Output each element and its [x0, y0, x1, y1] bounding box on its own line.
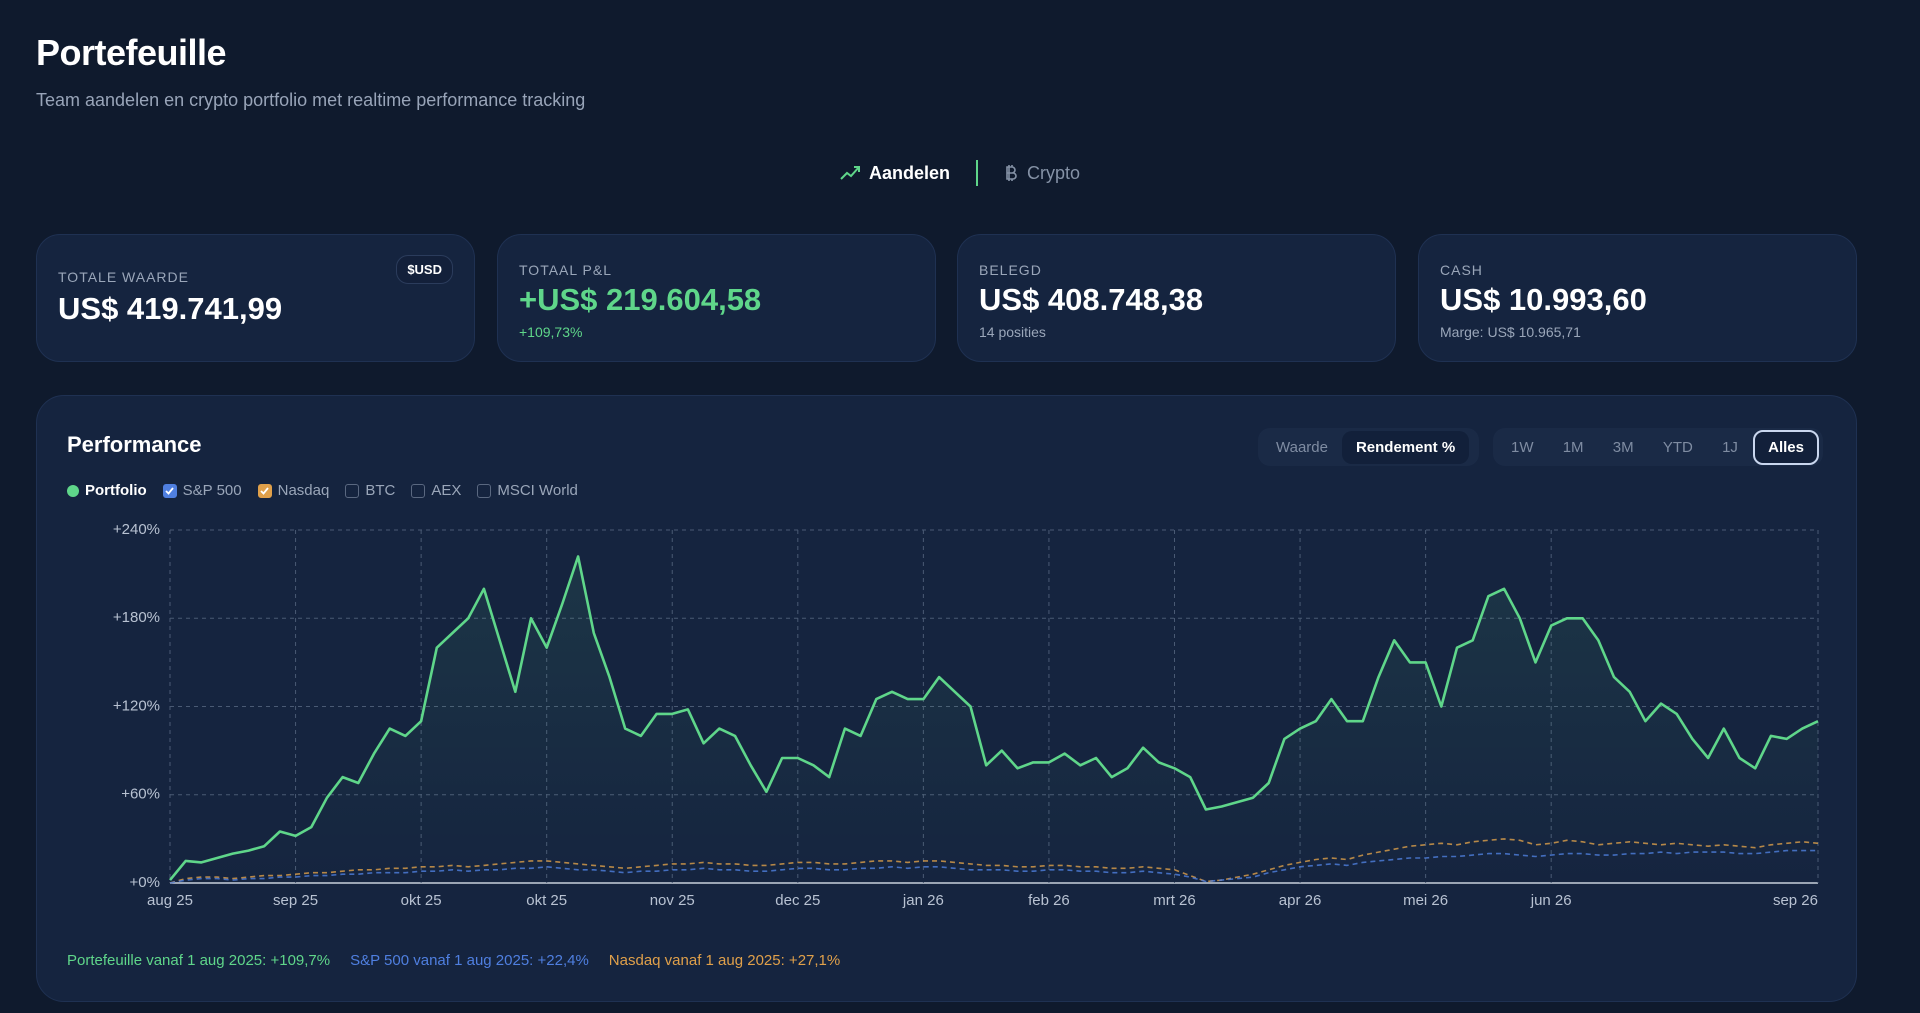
tabs: Aandelen Crypto: [0, 160, 1920, 186]
bitcoin-icon: [1006, 165, 1017, 181]
legend-label: BTC: [365, 482, 396, 499]
period-option[interactable]: YTD: [1662, 438, 1693, 456]
tab-label: Aandelen: [868, 162, 950, 183]
period-option[interactable]: 3M: [1612, 438, 1634, 456]
card-sub: 14 posities: [979, 324, 1046, 340]
legend-label: AEX: [431, 482, 462, 499]
card-label: CASH: [1440, 262, 1483, 278]
legend-dot: [67, 484, 79, 497]
legend-checkbox: [162, 483, 177, 498]
period-toggle: 1W 1M 3M YTD 1J Alles: [1493, 428, 1823, 466]
legend-item[interactable]: MSCI World: [477, 482, 578, 499]
tab-label: Crypto: [1027, 162, 1081, 183]
view-toggle: Waarde Rendement %: [1258, 428, 1479, 466]
legend-label: MSCI World: [497, 482, 578, 499]
legend-item[interactable]: Portfolio: [67, 482, 147, 499]
legend-item[interactable]: BTC: [345, 482, 395, 499]
currency-badge[interactable]: $USD: [396, 255, 453, 284]
legend: Portfolio S&P 500 Nasdaq BTC AEX MSCI World: [67, 482, 578, 499]
legend-label: Nasdaq: [277, 482, 330, 499]
period-option[interactable]: 1J: [1722, 438, 1738, 456]
legend-checkbox: [477, 483, 492, 498]
stat-card: TOTALE WAARDE US$ 419.741,99 $USD: [36, 234, 475, 362]
footer-note: Portefeuille vanaf 1 aug 2025: +109,7%: [67, 952, 331, 969]
page-subtitle: Team aandelen en crypto portfolio met re…: [36, 90, 586, 110]
stat-card: TOTAAL P&L +US$ 219.604,58 +109,73%: [497, 234, 936, 362]
legend-label: Portfolio: [85, 482, 147, 499]
legend-item[interactable]: Nasdaq: [257, 482, 330, 499]
card-sub: Marge: US$ 10.965,71: [1440, 324, 1581, 340]
card-value: US$ 419.741,99: [58, 291, 283, 326]
card-label: BELEGD: [979, 262, 1042, 278]
card-sub: +109,73%: [519, 324, 583, 340]
toggle-option[interactable]: Waarde: [1276, 438, 1328, 456]
legend-item[interactable]: AEX: [411, 482, 461, 499]
footer-note: Nasdaq vanaf 1 aug 2025: +27,1%: [608, 952, 841, 969]
legend-checkbox: [411, 483, 426, 498]
legend-checkbox: [345, 483, 360, 498]
footer-note: S&P 500 vanaf 1 aug 2025: +22,4%: [350, 952, 589, 969]
card-value: US$ 10.993,60: [1440, 282, 1647, 317]
trend-icon: [840, 166, 860, 180]
legend-item[interactable]: S&P 500: [162, 482, 242, 499]
tab[interactable]: Aandelen: [840, 163, 950, 184]
card-label: TOTAAL P&L: [519, 262, 612, 278]
page-title: Portefeuille: [36, 32, 227, 73]
stat-card: CASH US$ 10.993,60 Marge: US$ 10.965,71: [1418, 234, 1857, 362]
card-value: US$ 408.748,38: [979, 282, 1204, 317]
card-value: +US$ 219.604,58: [519, 282, 762, 317]
card-label: TOTALE WAARDE: [58, 269, 189, 285]
footer-notes: Portefeuille vanaf 1 aug 2025: +109,7% S…: [67, 952, 840, 969]
period-option[interactable]: 1M: [1562, 438, 1584, 456]
panel-title: Performance: [67, 432, 202, 457]
tab[interactable]: Crypto: [1004, 163, 1080, 184]
tab-separator: [976, 160, 978, 186]
period-option[interactable]: Alles: [1753, 429, 1819, 465]
stat-card: BELEGD US$ 408.748,38 14 posities: [957, 234, 1396, 362]
period-option[interactable]: 1W: [1511, 438, 1534, 456]
legend-checkbox: [257, 483, 272, 498]
legend-label: S&P 500: [182, 482, 242, 499]
toggle-option[interactable]: Rendement %: [1341, 430, 1470, 464]
